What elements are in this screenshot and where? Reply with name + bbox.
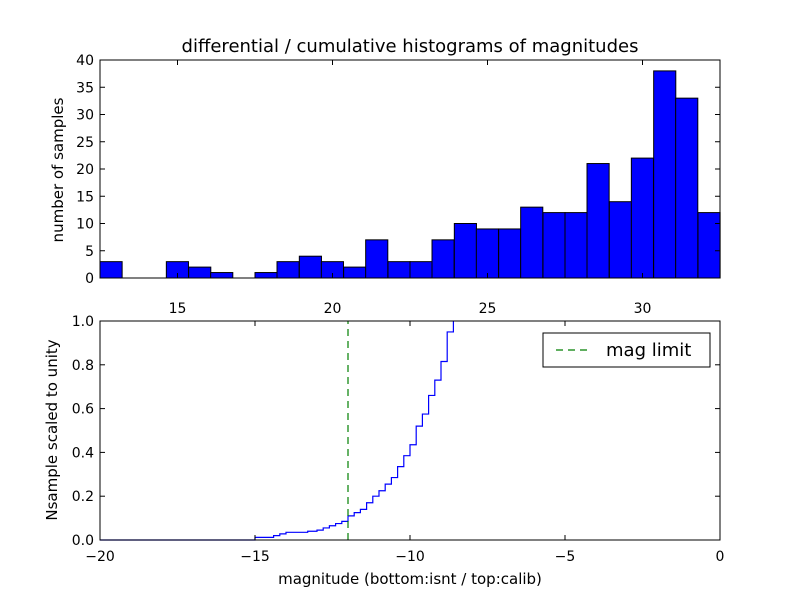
bottom-y-tick-label: 1.0 [72,314,94,330]
cumulative-lines [100,321,454,541]
top-y-tick-label: 30 [76,108,94,124]
top-x-tick-label: 20 [324,301,342,317]
histogram-panel: differential / cumulative histograms of … [49,36,721,317]
top-y-tick-label: 35 [76,80,94,96]
bottom-x-ticks: −20 −15 −10 −5 0 [85,321,724,565]
bottom-x-tick-label: −20 [85,549,115,565]
top-y-tick-label: 0 [85,271,94,287]
histogram-bar [431,239,455,279]
top-y-tick-label: 15 [76,189,94,205]
bottom-y-tick-label: 0.0 [72,533,94,549]
cumulative-step-line [100,321,454,541]
histogram-bar [564,212,588,279]
histogram-bar [453,223,477,279]
chart-title: differential / cumulative histograms of … [182,36,639,57]
bottom-y-tick-label: 0.6 [72,402,94,418]
histogram-bar [697,212,721,279]
histogram-bar [675,97,699,279]
histogram-bars [99,70,721,279]
histogram-bar [653,70,677,279]
histogram-bar [365,239,389,279]
histogram-bar [608,201,632,279]
top-x-tick-label: 30 [634,301,652,317]
histogram-bar [498,228,522,279]
top-y-tick-label: 5 [85,244,94,260]
histogram-bar [343,266,367,279]
bottom-x-tick-label: −15 [240,549,270,565]
top-y-tick-label: 25 [76,135,94,151]
histogram-bar [276,261,300,279]
bottom-y-axis-label: Nsample scaled to unity [43,339,61,520]
top-x-tick-label: 25 [479,301,497,317]
histogram-bar [630,157,654,279]
histogram-bar [298,255,322,279]
bottom-x-tick-label: 0 [716,549,725,565]
histogram-bar [210,272,234,279]
histogram-bar [586,163,610,279]
top-y-axis-label: number of samples [49,97,67,242]
bottom-y-tick-label: 0.2 [72,489,94,505]
bottom-y-tick-label: 0.8 [72,358,94,374]
histogram-bar [254,272,278,279]
histogram-bar [387,261,411,279]
top-y-tick-label: 10 [76,217,94,233]
bottom-x-tick-label: −10 [395,549,425,565]
bottom-x-tick-label: −5 [555,549,576,565]
top-y-ticks: 0 5 10 15 20 25 30 35 40 [76,53,720,287]
top-x-ticks: 15 20 25 30 [169,60,652,317]
histogram-bar [188,266,212,279]
bottom-x-axis-label: magnitude (bottom:isnt / top:calib) [278,570,542,588]
legend-entry-mag-limit: mag limit [606,340,691,361]
histogram-bar [520,206,544,279]
bottom-y-ticks: 0.0 0.2 0.4 0.6 0.8 1.0 [72,314,720,549]
top-y-tick-label: 40 [76,53,94,69]
bottom-y-tick-label: 0.4 [72,445,94,461]
legend: mag limit [542,332,711,368]
cumulative-panel: Nsample scaled to unity magnitude (botto… [43,314,724,588]
top-y-tick-label: 20 [76,162,94,178]
histogram-bar [99,261,123,279]
histogram-bar [475,228,499,279]
histogram-bar [409,261,433,279]
histogram-bar [542,212,566,279]
top-x-tick-label: 15 [169,301,187,317]
